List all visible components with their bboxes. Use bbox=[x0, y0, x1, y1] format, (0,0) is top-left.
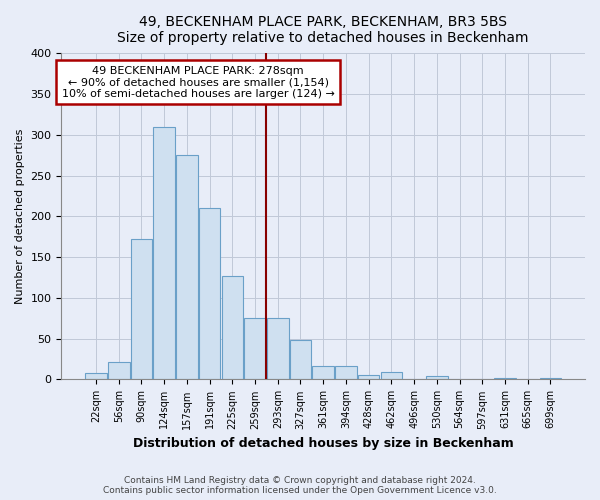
Bar bbox=[244, 318, 266, 380]
Bar bbox=[290, 340, 311, 380]
Bar bbox=[199, 208, 220, 380]
X-axis label: Distribution of detached houses by size in Beckenham: Distribution of detached houses by size … bbox=[133, 437, 514, 450]
Bar bbox=[131, 239, 152, 380]
Bar bbox=[358, 374, 379, 380]
Bar bbox=[176, 155, 197, 380]
Bar bbox=[221, 276, 243, 380]
Bar bbox=[426, 376, 448, 380]
Bar bbox=[539, 378, 561, 380]
Text: 49 BECKENHAM PLACE PARK: 278sqm
← 90% of detached houses are smaller (1,154)
10%: 49 BECKENHAM PLACE PARK: 278sqm ← 90% of… bbox=[62, 66, 335, 98]
Bar bbox=[335, 366, 357, 380]
Bar bbox=[380, 372, 402, 380]
Text: Contains HM Land Registry data © Crown copyright and database right 2024.
Contai: Contains HM Land Registry data © Crown c… bbox=[103, 476, 497, 495]
Bar bbox=[108, 362, 130, 380]
Bar bbox=[313, 366, 334, 380]
Title: 49, BECKENHAM PLACE PARK, BECKENHAM, BR3 5BS
Size of property relative to detach: 49, BECKENHAM PLACE PARK, BECKENHAM, BR3… bbox=[118, 15, 529, 45]
Bar bbox=[154, 126, 175, 380]
Bar bbox=[494, 378, 516, 380]
Bar bbox=[267, 318, 289, 380]
Bar bbox=[85, 373, 107, 380]
Y-axis label: Number of detached properties: Number of detached properties bbox=[15, 128, 25, 304]
